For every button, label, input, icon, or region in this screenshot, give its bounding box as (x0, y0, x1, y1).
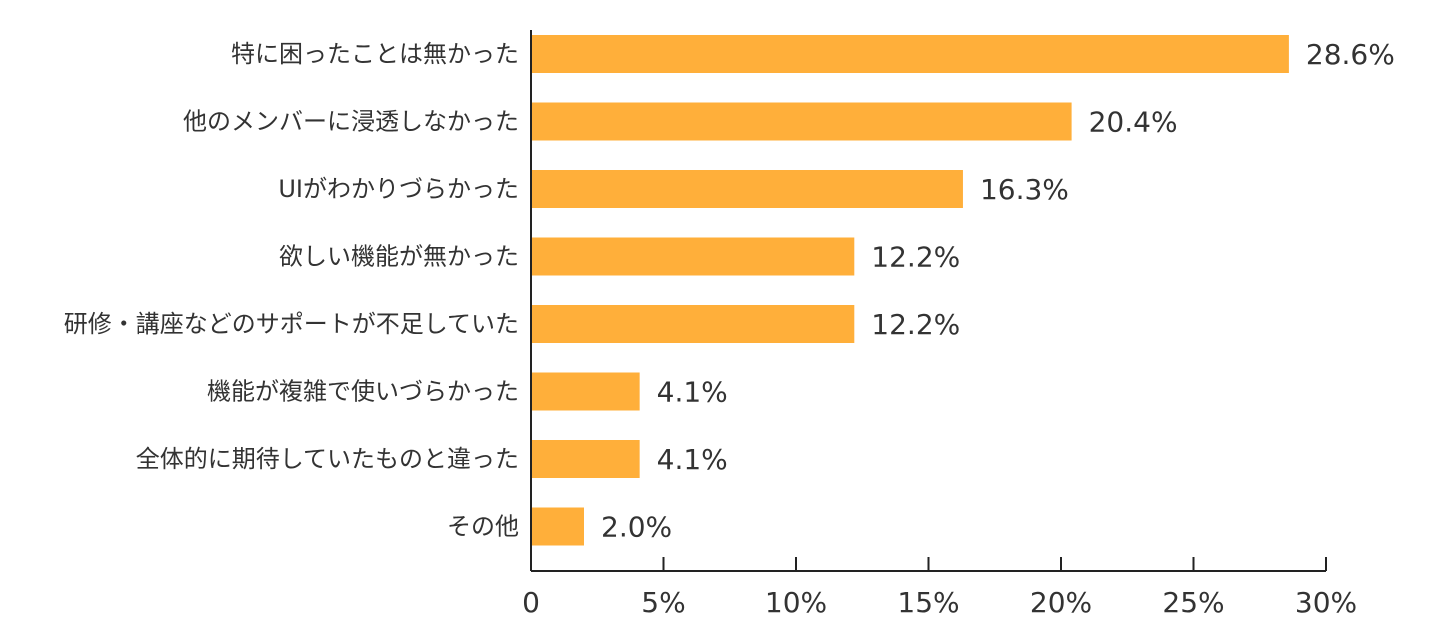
x-tick-label-3: 15% (897, 586, 959, 619)
bar-3 (531, 237, 855, 276)
x-tick-label-1: 5% (641, 586, 685, 619)
axes-group: 0 5% 10% 15% 20% 25% 30% (522, 30, 1357, 619)
bar-2 (531, 170, 963, 208)
value-label-2: 16.3% (980, 173, 1069, 206)
x-tick-label-2: 10% (765, 586, 827, 619)
bar-7 (531, 507, 584, 546)
value-label-0: 28.6% (1306, 38, 1395, 71)
bar-4 (531, 305, 855, 343)
bar-5 (531, 372, 640, 411)
category-label-6: 全体的に期待していたものと違った (136, 445, 519, 473)
category-label-1: 他のメンバーに浸透しなかった (183, 108, 519, 136)
category-label-7: その他 (447, 513, 519, 541)
value-label-3: 12.2% (871, 241, 960, 274)
bar-0 (531, 35, 1289, 73)
category-label-4: 研修・講座などのサポートが不足していた (64, 310, 519, 338)
x-tick-label-4: 20% (1030, 586, 1092, 619)
bar-1 (531, 102, 1072, 141)
category-label-2: UIがわかりづらかった (278, 175, 519, 203)
value-label-5: 4.1% (657, 376, 728, 409)
value-labels-group: 28.6% 20.4% 16.3% 12.2% 12.2% 4.1% 4.1% 2.0% (601, 38, 1395, 544)
x-tick-label-5: 25% (1162, 586, 1224, 619)
x-tick-label-6: 30% (1295, 586, 1357, 619)
x-tick-label-0: 0 (522, 586, 540, 619)
value-label-6: 4.1% (657, 443, 728, 476)
category-label-0: 特に困ったことは無かった (231, 40, 519, 68)
category-label-5: 機能が複雑で使いづらかった (207, 378, 519, 406)
value-label-1: 20.4% (1089, 106, 1178, 139)
category-label-3: 欲しい機能が無かった (279, 243, 519, 271)
value-label-7: 2.0% (601, 511, 672, 544)
bars-group (531, 35, 1289, 546)
bar-6 (531, 440, 640, 478)
value-label-4: 12.2% (871, 308, 960, 341)
